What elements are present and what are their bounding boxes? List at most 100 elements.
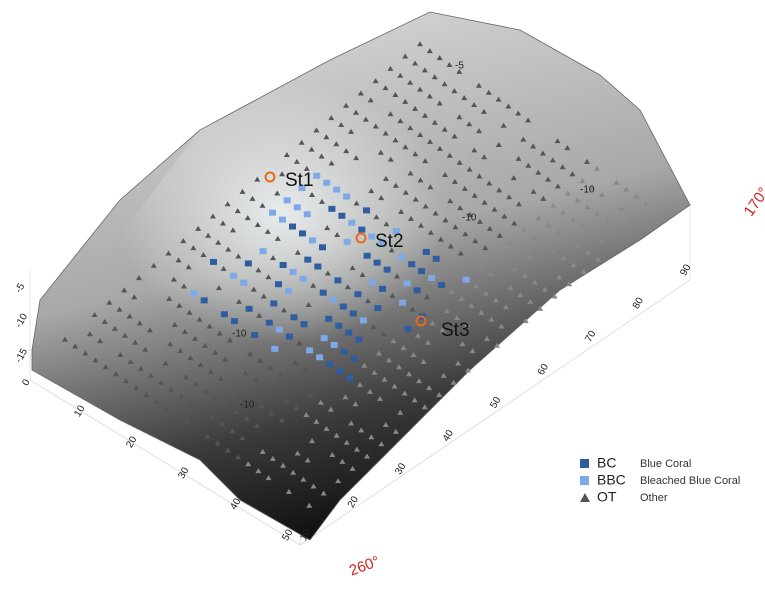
other-marker — [308, 192, 315, 197]
other-marker — [421, 404, 428, 410]
other-marker — [127, 358, 134, 364]
coral-marker — [378, 240, 386, 247]
other-marker — [97, 338, 104, 344]
legend-label: Blue Coral — [640, 458, 691, 470]
other-marker — [320, 490, 327, 496]
other-marker — [442, 217, 449, 223]
coral-marker — [403, 280, 411, 287]
coral-marker — [358, 226, 366, 233]
coral-marker — [323, 179, 331, 186]
other-marker — [583, 158, 590, 164]
other-marker — [452, 224, 459, 230]
other-marker — [328, 115, 335, 121]
coral-marker — [330, 342, 338, 348]
other-marker — [441, 81, 448, 87]
other-marker — [381, 376, 388, 382]
coral-marker — [354, 291, 362, 298]
coral-marker — [313, 172, 321, 179]
coral-marker — [462, 276, 470, 283]
other-marker — [564, 190, 571, 196]
other-marker — [408, 215, 415, 221]
other-marker — [392, 428, 399, 434]
other-marker — [306, 502, 313, 508]
other-marker — [334, 232, 341, 237]
other-marker — [477, 264, 484, 270]
other-marker — [162, 360, 169, 366]
other-marker — [540, 195, 547, 201]
other-marker — [188, 400, 195, 406]
other-marker — [135, 275, 142, 281]
other-marker — [380, 331, 387, 337]
coral-marker — [422, 248, 430, 255]
right-tick-label: 20 — [346, 494, 361, 510]
coral-marker — [343, 238, 351, 245]
other-marker — [122, 332, 129, 338]
coral-marker — [325, 315, 333, 322]
other-marker — [502, 304, 509, 310]
other-marker — [475, 82, 482, 88]
other-marker — [517, 292, 524, 297]
other-marker — [260, 293, 267, 299]
other-marker — [391, 383, 398, 389]
markers — [61, 41, 649, 508]
other-marker — [167, 341, 174, 347]
right-tick-label: 10 — [298, 527, 313, 543]
other-marker — [313, 127, 320, 133]
other-marker — [554, 138, 561, 144]
other-marker — [375, 350, 382, 356]
coral-marker — [346, 375, 354, 382]
station-marker — [264, 171, 276, 183]
other-marker — [193, 381, 200, 387]
other-marker — [181, 283, 188, 289]
other-marker — [633, 193, 640, 199]
coral-marker — [398, 254, 406, 261]
other-marker — [473, 283, 480, 289]
station-label: St3 — [441, 320, 470, 341]
other-marker — [176, 302, 183, 308]
other-marker — [492, 297, 499, 303]
coral-marker — [245, 305, 253, 312]
left-tick-label: 10 — [72, 403, 87, 419]
other-marker — [126, 313, 133, 319]
other-marker — [101, 318, 108, 324]
other-marker — [507, 285, 514, 291]
other-marker — [402, 98, 409, 104]
other-marker — [466, 121, 473, 127]
other-marker — [185, 264, 192, 270]
coral-marker — [319, 244, 326, 251]
other-marker — [353, 155, 360, 161]
other-marker — [361, 362, 368, 368]
coral-marker — [230, 272, 238, 279]
other-marker — [461, 95, 468, 101]
other-marker — [137, 365, 144, 371]
other-marker — [402, 53, 409, 59]
other-marker — [471, 147, 478, 153]
other-marker — [585, 249, 592, 255]
coral-marker — [373, 259, 381, 266]
other-marker — [501, 213, 508, 219]
other-marker — [521, 272, 528, 278]
other-marker — [328, 160, 335, 166]
other-marker — [283, 398, 290, 404]
other-marker — [348, 420, 355, 426]
other-marker — [491, 206, 498, 212]
legend-code: OT — [597, 489, 617, 505]
coral-marker — [289, 223, 296, 230]
coral-marker — [363, 207, 371, 214]
coral-marker — [379, 285, 386, 292]
other-marker — [535, 169, 542, 175]
other-marker — [215, 285, 222, 291]
coral-marker — [244, 260, 252, 267]
other-marker — [177, 348, 184, 354]
other-marker — [540, 241, 547, 247]
other-marker — [416, 378, 423, 384]
other-marker — [481, 154, 488, 160]
coral-marker — [270, 300, 278, 307]
other-marker — [541, 286, 548, 292]
coral-marker — [329, 296, 337, 303]
other-marker — [444, 308, 451, 314]
other-marker — [184, 419, 191, 425]
other-marker — [158, 379, 165, 385]
other-marker — [392, 137, 399, 143]
other-marker — [257, 358, 264, 364]
